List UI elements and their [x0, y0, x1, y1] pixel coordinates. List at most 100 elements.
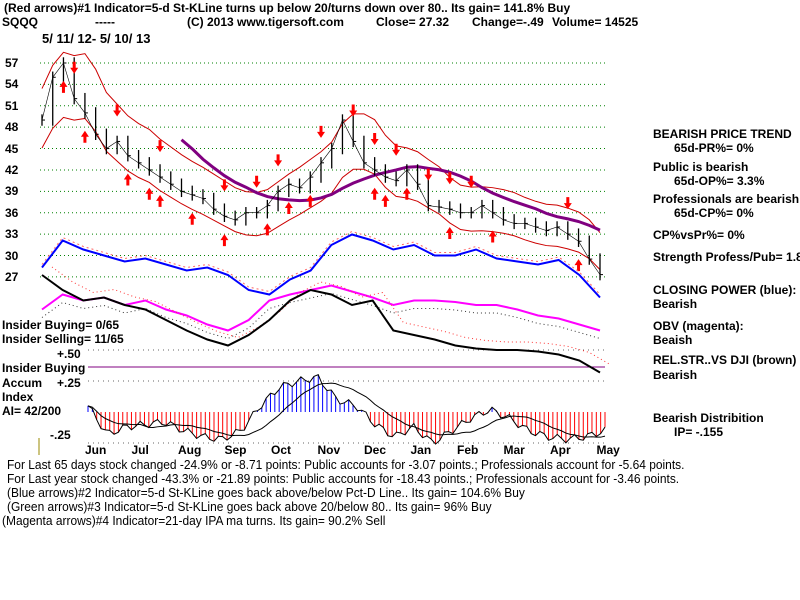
closing-power-label: CLOSING POWER (blue): — [653, 283, 797, 297]
price-line — [41, 62, 601, 275]
sell-arrow — [563, 197, 572, 210]
month-label: Sep — [224, 443, 247, 457]
arrow-up-icon — [123, 173, 132, 186]
buy-arrow — [402, 187, 411, 200]
buy-arrow — [445, 226, 454, 239]
arrow-down-icon — [392, 143, 401, 156]
sell-arrow — [274, 154, 283, 167]
sell-arrow — [467, 175, 476, 188]
sell-arrow — [156, 140, 165, 153]
month-label: Jan — [410, 443, 432, 457]
arrow-up-icon — [488, 230, 497, 243]
arrow-down-icon — [563, 197, 572, 210]
footer-line-1: For Last 65 days stock changed -24.9% or… — [7, 457, 685, 472]
arrow-down-icon — [424, 168, 433, 181]
buy-arrow — [488, 230, 497, 243]
arrow-down-icon — [467, 175, 476, 188]
buy-arrow — [156, 194, 165, 207]
copyright: (C) 2013 www.tigersoft.com — [187, 15, 344, 29]
month-label: Aug — [178, 443, 202, 457]
insider-line-label: Insider Buying — [2, 361, 86, 375]
closing-power-state: Bearish — [653, 297, 698, 311]
month-label: May — [596, 443, 620, 457]
price-tick-label: 30 — [5, 248, 19, 263]
relstr-line — [41, 274, 601, 374]
obv-label: OBV (magenta): — [653, 319, 744, 333]
arrow-down-icon — [274, 154, 283, 167]
sell-arrow — [317, 125, 325, 138]
arrow-down-icon — [349, 104, 358, 117]
price-tick-label: 36 — [5, 205, 19, 220]
closing-power-line — [41, 233, 601, 299]
accum-outline — [87, 374, 606, 445]
arrow-up-icon — [284, 202, 293, 215]
arrow-down-icon — [370, 132, 379, 145]
obv-ma — [41, 292, 601, 340]
ip-value: IP= -.155 — [674, 425, 724, 439]
closing-power-ma — [41, 230, 601, 295]
month-label: Apr — [550, 443, 571, 457]
footer-line-5: (Magenta arrows)#4 Indicator=21-day IPA … — [2, 513, 386, 528]
buy-arrow — [263, 223, 272, 236]
relstr-label: REL.STR..VS DJI (brown) — [653, 353, 797, 367]
buy-arrow — [306, 194, 315, 207]
arrow-up-icon — [574, 259, 583, 272]
arrow-down-icon — [113, 104, 122, 117]
arrow-up-icon — [370, 187, 379, 200]
sell-arrow — [252, 175, 261, 188]
close-value: Close= 27.32 — [376, 15, 450, 29]
obv-state: Beaish — [653, 333, 693, 347]
cp-vs-pr: CP%vsPr%= 0% — [653, 228, 745, 242]
relstr-state: Bearish — [653, 368, 698, 382]
public-status: Public is bearish — [653, 160, 749, 174]
op-value: 65d-OP%= 3.3% — [674, 174, 765, 188]
index-label: Index — [2, 390, 34, 404]
date-range: 5/ 11/ 12- 5/ 10/ 13 — [42, 31, 151, 46]
insider-selling: Insider Selling= 11/65 — [2, 332, 124, 346]
change-value: Change=-.49 — [472, 15, 544, 29]
buy-arrow — [145, 187, 154, 200]
footer-line-4: (Green arrows)#3 Indicator=5-d St-KLine … — [7, 499, 492, 514]
accum-label: Accum — [2, 376, 43, 390]
price-tick-label: 54 — [5, 77, 19, 92]
accum-tick-minus25: -.25 — [50, 428, 71, 442]
sell-arrow — [113, 104, 122, 117]
arrow-up-icon — [263, 223, 272, 236]
arrow-up-icon — [188, 212, 197, 225]
sell-arrow — [445, 172, 454, 185]
price-tick-label: 45 — [5, 141, 19, 156]
cp-value: 65d-CP%= 0% — [674, 206, 754, 220]
buy-arrow — [220, 234, 229, 247]
arrow-up-icon — [59, 80, 68, 93]
ai-value: AI= 42/200 — [2, 404, 62, 418]
month-label: Nov — [317, 443, 341, 457]
volume-value: Volume= 14525 — [552, 15, 639, 29]
arrow-up-icon — [381, 194, 390, 207]
footer-line-2: For Last year stock changed -43.3% or -2… — [7, 471, 680, 486]
arrow-up-icon — [306, 194, 315, 207]
arrow-up-icon — [145, 187, 154, 200]
accum-tick-plus50: +.50 — [57, 347, 81, 361]
sell-arrow — [370, 132, 379, 145]
arrow-up-icon — [445, 226, 454, 239]
arrow-down-icon — [220, 179, 229, 192]
price-tick-label: 51 — [5, 98, 19, 113]
month-label: Jun — [85, 443, 107, 457]
price-tick-label: 33 — [5, 227, 19, 242]
month-label: Jul — [131, 443, 149, 457]
price-tick-label: 57 — [5, 56, 19, 70]
sell-arrow — [220, 179, 229, 192]
distribution-label: Bearish Distribition — [653, 411, 764, 425]
obv-line — [41, 284, 601, 332]
lower-band — [41, 116, 601, 270]
price-tick-label: 27 — [5, 269, 19, 284]
arrow-down-icon — [156, 140, 165, 153]
price-tick-label: 39 — [5, 184, 19, 199]
symbol: SQQQ — [2, 15, 39, 29]
insider-buying: Insider Buying= 0/65 — [2, 318, 120, 332]
strength-ratio: Strength Profess/Pub= 1.8 — [653, 250, 800, 264]
sell-arrow — [70, 61, 79, 74]
price-trend: BEARISH PRICE TREND — [653, 127, 792, 141]
buy-arrow — [284, 202, 293, 215]
